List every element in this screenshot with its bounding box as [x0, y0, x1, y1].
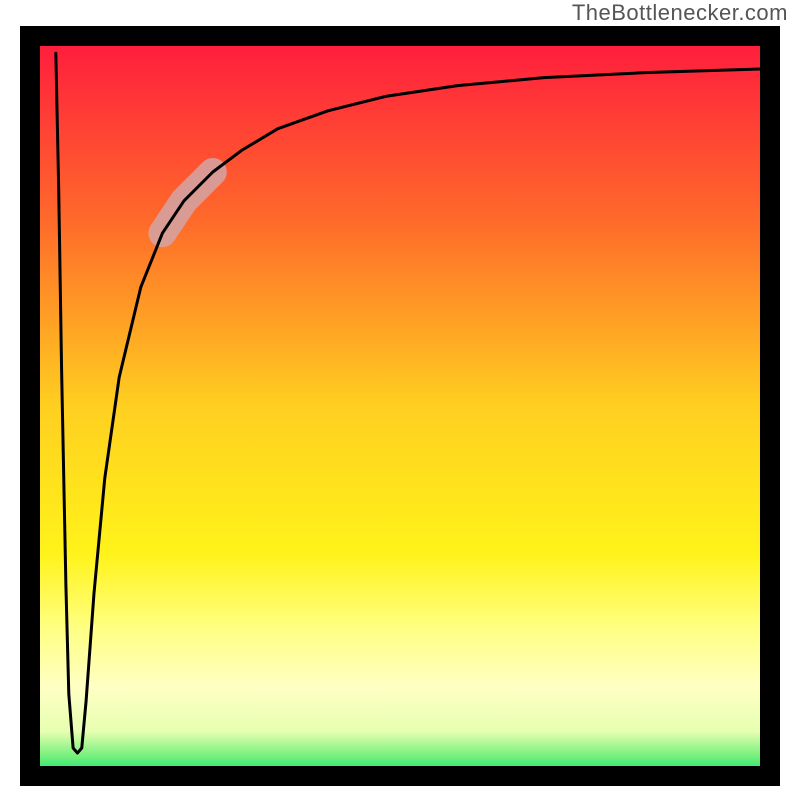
plot-background: [30, 36, 770, 776]
bottleneck-chart: [0, 0, 800, 800]
chart-root: TheBottlenecker.com: [0, 0, 800, 800]
brand-label: TheBottlenecker.com: [572, 0, 788, 26]
